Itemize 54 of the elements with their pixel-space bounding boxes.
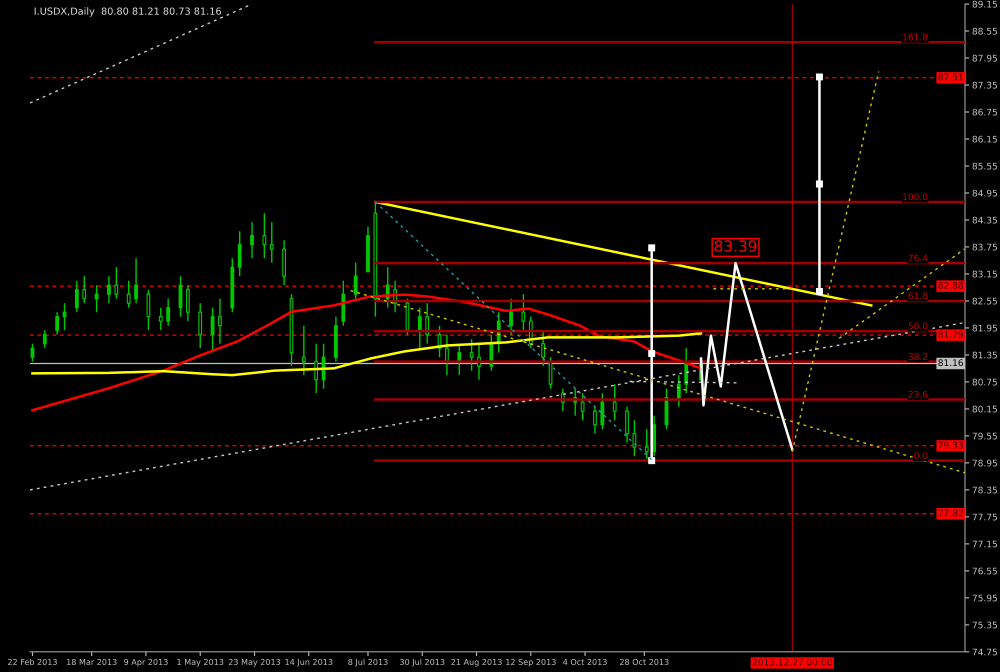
x-tick-label: 22 Feb 2013 [8,658,57,666]
ref-line-label: 79.33 [938,442,963,448]
y-tick-label: 87.95 [972,54,997,62]
y-tick-label: 83.15 [972,270,997,278]
annotation: 0.0 [914,452,928,459]
x-tick-label: 18 Mar 2013 [67,658,117,666]
annotation: 161.8 [903,34,928,41]
y-tick-label: 79.55 [972,432,997,440]
annotation: 23.6 [908,390,928,398]
y-tick-label: 85.55 [972,162,997,170]
x-tick-label: 4 Oct 2013 [563,658,607,666]
chart-title: I.USDX,Daily 80.80 81.21 80.73 81.16 [34,7,221,17]
annotation: 38.2 [908,353,928,360]
y-tick-label: 78.95 [972,460,997,466]
y-tick-label: 81.95 [972,324,997,332]
y-tick-label: 80.75 [972,378,997,386]
ref-line-label: 77.82 [938,510,963,516]
y-tick-label: 75.95 [972,594,997,602]
y-tick-label: 81.35 [972,352,997,358]
y-tick-label: 76.55 [972,568,997,574]
ref-line-label: 2013.12.27 00:00 [752,658,832,666]
y-tick-label: 82.55 [972,298,997,304]
annotation: 61.8 [908,292,928,300]
x-tick-label: 1 May 2013 [177,658,224,667]
annotation: 50.0 [908,322,928,330]
y-tick-label: 77.15 [972,540,997,548]
y-tick-label: 74.75 [972,648,997,656]
y-tick-label: 86.15 [972,136,997,143]
y-tick-label: 75.35 [972,622,997,628]
y-tick-label: 87.35 [972,82,997,89]
x-tick-label: 30 Jul 2013 [400,658,444,667]
y-tick-label: 86.75 [972,108,997,116]
x-tick-label: 8 Jul 2013 [348,658,388,667]
y-tick-label: 84.95 [972,190,997,197]
y-tick-label: 84.35 [972,216,997,224]
y-tick-label: 83.75 [972,244,997,251]
annotation: 76.4 [908,254,928,262]
ref-line-label: 82.88 [938,282,963,289]
annotation: 83.39 [714,240,756,252]
ref-line-label: 87.51 [938,74,963,80]
x-tick-label: 12 Sep 2013 [506,658,556,667]
y-tick-label: 89.15 [972,0,997,8]
y-tick-label: 88.55 [972,28,997,35]
x-tick-label: 23 May 2013 [228,658,280,667]
x-tick-label: 21 Aug 2013 [451,658,502,667]
annotation: 100.0 [903,193,928,200]
ref-line-label: 81.79 [938,330,963,338]
y-tick-label: 80.15 [972,406,997,412]
x-tick-label: 9 Apr 2013 [124,658,168,667]
y-tick-label: 77.75 [972,514,997,520]
x-tick-label: 28 Oct 2013 [620,658,669,666]
ref-line-label: 81.16 [938,359,964,366]
x-tick-label: 14 Jun 2013 [285,658,332,667]
y-tick-label: 78.35 [972,486,997,494]
